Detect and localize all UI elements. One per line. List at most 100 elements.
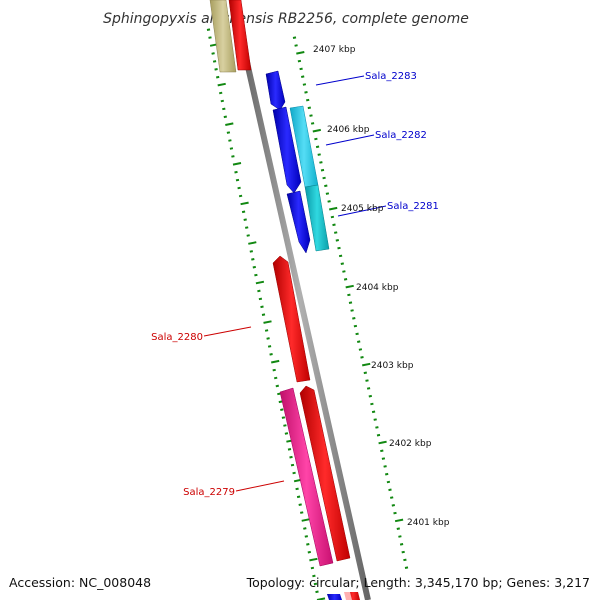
outer-ring-tick <box>388 488 392 492</box>
outer-ring-tick <box>337 246 341 250</box>
gene-feature-pink-bottom <box>344 592 352 600</box>
inner-ring-tick <box>208 36 212 39</box>
inner-ring-tick <box>232 162 242 166</box>
outer-ring-tick <box>345 284 354 289</box>
inner-ring-tick <box>300 511 304 514</box>
outer-ring-tick <box>301 75 305 78</box>
inner-tick-ring <box>206 28 326 600</box>
outer-ring-tick <box>322 176 326 180</box>
outer-ring-tick <box>352 317 356 320</box>
outer-ring-tick <box>393 511 397 515</box>
inner-ring-tick <box>249 250 253 253</box>
tick-label-2405: 2405 kbp <box>341 204 384 214</box>
outer-ring-tick <box>292 36 297 39</box>
inner-ring-tick <box>309 557 318 562</box>
outer-ring-tick <box>394 518 404 523</box>
tick-label-2404: 2404 kbp <box>356 283 399 293</box>
tick-label-2406: 2406 kbp <box>327 125 370 135</box>
inner-ring-tick <box>272 368 276 372</box>
outer-ring-tick <box>343 278 348 281</box>
inner-ring-tick <box>292 471 296 475</box>
inner-ring-tick <box>211 52 215 55</box>
outer-ring-tick <box>403 558 407 562</box>
outer-ring-tick <box>371 410 376 414</box>
leader-sala-2282 <box>325 134 375 146</box>
outer-ring-tick <box>401 550 405 554</box>
gene-feature-sala-2282-blue <box>272 106 302 194</box>
outer-ring-tick <box>350 309 354 312</box>
gene-label-sala-2280: Sala_2280 <box>151 332 203 343</box>
inner-ring-tick <box>312 574 316 578</box>
outer-ring-tick <box>338 254 343 258</box>
inner-ring-tick <box>281 416 286 419</box>
kbp-tick-labels: 2407 kbp 2406 kbp 2405 kbp 2404 kbp 2403… <box>313 45 450 528</box>
outer-ring-tick <box>380 449 384 453</box>
gene-feature-olive <box>209 0 237 73</box>
gene-features <box>209 0 360 600</box>
outer-ring-tick <box>309 114 313 117</box>
outer-ring-tick <box>391 504 395 507</box>
inner-ring-tick <box>298 503 302 506</box>
inner-ring-tick <box>301 518 310 522</box>
gene-label-sala-2283: Sala_2283 <box>365 71 417 82</box>
outer-ring-tick <box>353 324 358 328</box>
outer-ring-tick <box>358 348 363 351</box>
inner-ring-tick <box>217 82 226 87</box>
outer-ring-tick <box>304 91 308 94</box>
outer-ring-tick <box>373 418 377 421</box>
outer-ring-tick <box>324 184 328 188</box>
outer-ring-tick <box>332 223 336 227</box>
gene-label-leaders <box>203 75 387 492</box>
outer-ring-tick <box>357 340 361 343</box>
gene-feature-blue-bottom <box>327 594 342 600</box>
inner-ring-tick <box>280 408 284 411</box>
outer-ring-tick <box>378 440 387 445</box>
outer-ring-tick <box>396 527 400 530</box>
inner-ring-tick <box>315 590 319 594</box>
gene-label-sala-2279: Sala_2279 <box>183 487 235 498</box>
inner-ring-tick <box>237 186 241 190</box>
inner-ring-tick <box>296 495 301 499</box>
inner-ring-tick <box>241 210 246 214</box>
outer-ring-tick <box>319 161 323 164</box>
outer-ring-tick <box>347 293 351 297</box>
inner-ring-tick <box>226 131 231 134</box>
outer-tick-ring <box>292 36 409 569</box>
outer-ring-tick <box>340 262 344 265</box>
outer-ring-tick <box>404 566 409 569</box>
outer-ring-tick <box>296 51 305 55</box>
inner-ring-tick <box>214 68 218 71</box>
outer-ring-tick <box>334 231 338 234</box>
inner-ring-tick <box>263 320 272 324</box>
inner-ring-tick <box>284 432 289 435</box>
outer-ring-tick <box>325 192 330 195</box>
outer-ring-tick <box>368 394 372 398</box>
outer-ring-tick <box>327 200 331 203</box>
inner-ring-tick <box>313 582 318 586</box>
inner-ring-tick <box>274 376 278 380</box>
inner-ring-tick <box>206 28 211 31</box>
inner-ring-tick <box>234 170 238 174</box>
inner-ring-tick <box>228 139 232 142</box>
outer-ring-tick <box>320 168 325 172</box>
inner-ring-tick <box>252 265 256 269</box>
genome-backbone <box>230 0 371 600</box>
inner-ring-tick <box>310 566 315 570</box>
outer-ring-tick <box>375 426 379 429</box>
inner-ring-tick <box>264 329 269 332</box>
leader-sala-2281 <box>337 205 387 217</box>
outer-ring-tick <box>362 362 371 367</box>
inner-ring-tick <box>266 337 270 340</box>
inner-ring-tick <box>261 313 266 316</box>
outer-ring-tick <box>315 145 320 149</box>
inner-ring-tick <box>254 273 258 277</box>
outer-ring-tick <box>297 59 302 63</box>
inner-ring-tick <box>283 424 287 427</box>
gene-feature-sala-2283 <box>265 70 286 111</box>
inner-ring-tick <box>304 535 308 538</box>
outer-ring-tick <box>399 543 404 546</box>
inner-ring-tick <box>225 122 234 126</box>
outer-ring-tick <box>330 215 335 219</box>
outer-ring-tick <box>381 457 386 460</box>
